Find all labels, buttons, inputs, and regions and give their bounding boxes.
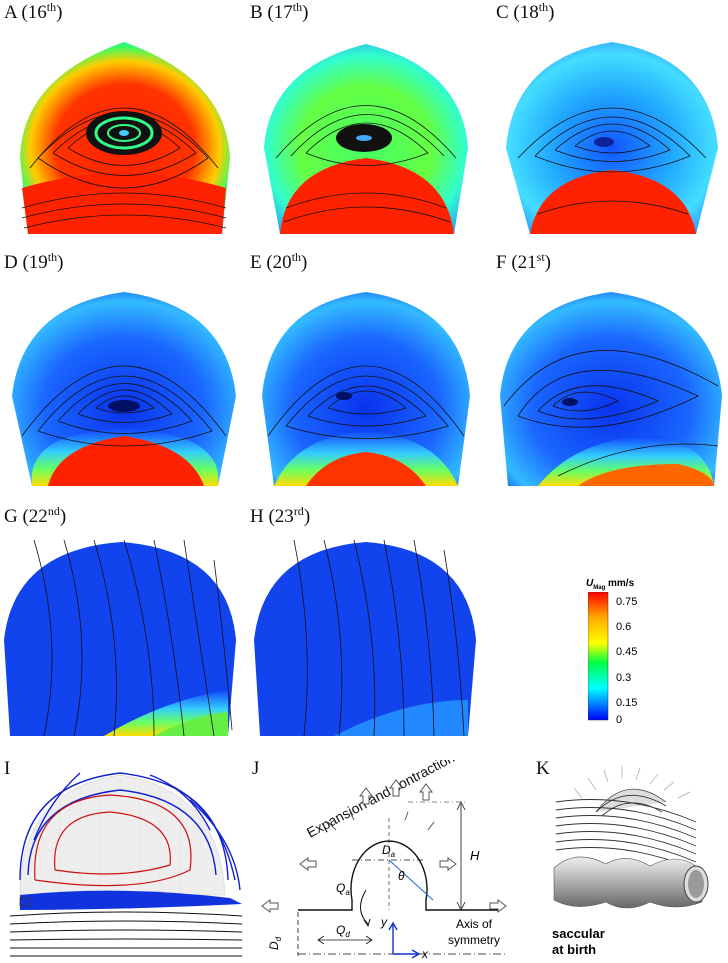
panel-label-g: G (22nd)	[4, 504, 67, 527]
colorbar-tick-3: 0.3	[616, 672, 632, 684]
flow-panel-d	[12, 292, 236, 486]
dd-label: Dd	[267, 936, 283, 950]
colorbar-tick-0: 0.75	[616, 596, 638, 608]
panel-label-k: K	[536, 758, 550, 779]
panel-label-a: A (16th)	[4, 0, 63, 23]
axis-text-1: Axis of	[456, 917, 493, 931]
flow-panel-c	[506, 42, 718, 234]
panel-k-illustration: saccular at birth	[552, 766, 709, 957]
flow-panel-h	[254, 540, 476, 736]
panel-i-diagram	[10, 772, 242, 957]
panel-label-d: D (19th)	[4, 250, 64, 273]
panel-label-j: J	[252, 758, 260, 779]
saccular-text-1: saccular	[552, 926, 605, 941]
expansion-text: Expansion and contraction	[304, 760, 457, 841]
colorbar-title: UMag mm/s	[586, 578, 635, 591]
flow-panel-g	[4, 540, 236, 736]
flow-panel-f	[500, 292, 722, 486]
flow-panel-a	[20, 42, 230, 234]
panel-label-h: H (23rd)	[250, 504, 311, 527]
colorbar-tick-2: 0.45	[616, 646, 638, 658]
qd-label: Qd	[336, 923, 350, 939]
panel-label-i: I	[4, 758, 11, 779]
qa-label: Qa	[336, 881, 350, 897]
theta-label: θ	[398, 869, 405, 883]
flow-panel-b	[264, 44, 468, 234]
panel-j-schematic: Expansion and contraction Da θ H Qa Dd Q…	[261, 760, 508, 960]
panel-label-f: F (21st)	[496, 250, 551, 273]
flow-panel-e	[262, 292, 470, 486]
h-label: H	[470, 848, 480, 863]
saccular-text-2: at birth	[552, 942, 596, 957]
axis-text-2: symmetry	[448, 933, 500, 947]
colorbar-tick-5: 0	[616, 714, 623, 726]
panel-label-b: B (17th)	[250, 0, 309, 23]
colorbar-tick-4: 0.15	[616, 697, 638, 709]
da-label: Da	[382, 843, 396, 859]
panel-label-e: E (20th)	[250, 250, 308, 273]
panel-label-c: C (18th)	[496, 0, 555, 23]
colorbar-tick-1: 0.6	[616, 621, 632, 633]
x-axis-label: x	[421, 947, 429, 960]
colorbar	[588, 592, 609, 721]
y-axis-label: y	[380, 915, 388, 929]
